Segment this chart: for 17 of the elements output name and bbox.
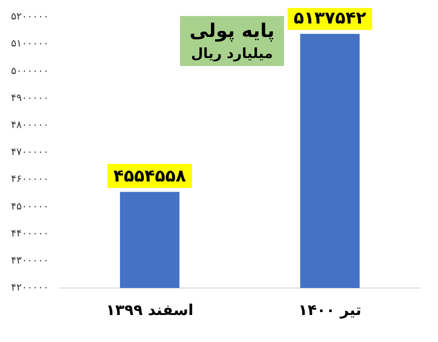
y-tick-label: ۴۴۰۰۰۰۰ bbox=[10, 228, 49, 240]
data-label: ۴۵۵۴۵۵۸ bbox=[113, 166, 187, 186]
y-tick-label: ۵۱۰۰۰۰۰ bbox=[10, 38, 49, 50]
y-tick-label: ۴۸۰۰۰۰۰ bbox=[10, 120, 49, 131]
x-tick-label: تیر ۱۴۰۰ bbox=[298, 300, 362, 319]
y-tick-label: ۴۶۰۰۰۰۰ bbox=[10, 174, 49, 186]
text: میلیارد ریال bbox=[190, 46, 274, 62]
y-tick-label: ۴۹۰۰۰۰۰ bbox=[10, 92, 49, 104]
y-tick-label: ۴۲۰۰۰۰۰ bbox=[10, 282, 49, 294]
x-tick-label: اسفند ۱۳۹۹ bbox=[106, 300, 194, 319]
y-tick-label: ۴۳۰۰۰۰۰ bbox=[10, 255, 49, 266]
y-tick-label: ۵۰۰۰۰۰۰ bbox=[10, 66, 49, 77]
y-tick-label: ۴۷۰۰۰۰۰ bbox=[10, 147, 49, 158]
y-tick-label: ۴۵۰۰۰۰۰ bbox=[10, 201, 49, 212]
data-label: ۵۱۳۷۵۴۲ bbox=[294, 8, 367, 28]
chart-title: پایه پولی bbox=[188, 20, 276, 42]
y-tick-label: ۵۲۰۰۰۰۰ bbox=[10, 12, 49, 23]
